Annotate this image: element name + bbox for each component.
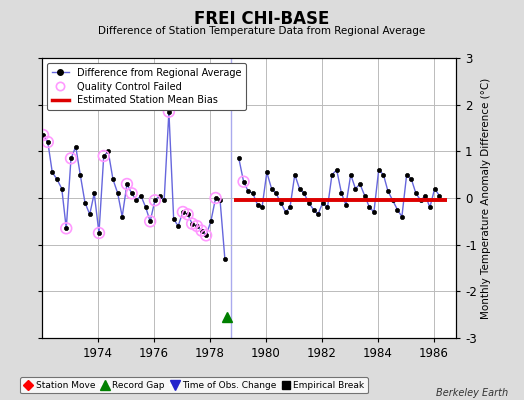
Point <box>198 228 206 234</box>
Point <box>127 190 136 196</box>
Point <box>193 223 201 229</box>
Point <box>95 230 103 236</box>
Text: Berkeley Earth: Berkeley Earth <box>436 388 508 398</box>
Point <box>43 139 52 145</box>
Point <box>62 225 70 232</box>
Point <box>202 232 210 238</box>
Point <box>100 153 108 159</box>
Point <box>123 181 131 187</box>
Point <box>183 211 192 218</box>
Point <box>165 108 173 115</box>
Point <box>67 155 75 162</box>
Y-axis label: Monthly Temperature Anomaly Difference (°C): Monthly Temperature Anomaly Difference (… <box>481 77 491 319</box>
Text: FREI CHI-BASE: FREI CHI-BASE <box>194 10 330 28</box>
Point <box>179 209 187 215</box>
Legend: Difference from Regional Average, Quality Control Failed, Estimated Station Mean: Difference from Regional Average, Qualit… <box>47 63 246 110</box>
Point <box>39 132 47 138</box>
Point <box>239 178 248 185</box>
Point <box>211 195 220 201</box>
Text: Difference of Station Temperature Data from Regional Average: Difference of Station Temperature Data f… <box>99 26 425 36</box>
Legend: Station Move, Record Gap, Time of Obs. Change, Empirical Break: Station Move, Record Gap, Time of Obs. C… <box>20 377 368 394</box>
Point <box>146 218 155 224</box>
Point <box>151 197 159 204</box>
Point <box>188 220 196 227</box>
